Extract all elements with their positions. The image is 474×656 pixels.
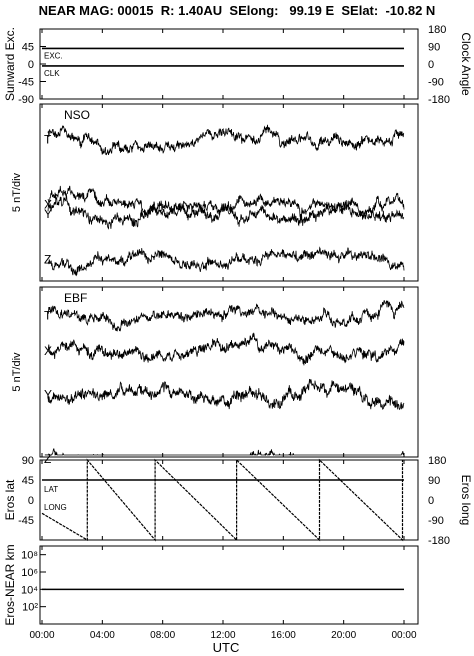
x-tick-label: 08:00 — [150, 630, 175, 641]
ebf-axis-label: 5 nT/div — [11, 352, 23, 392]
eros-lat-tick-label: -45 — [18, 515, 34, 527]
ebf-series-t — [47, 300, 405, 332]
eros-lat-tick-label: 45 — [22, 475, 34, 487]
eros-long-tick-label: -180 — [428, 535, 450, 547]
nso-series-z — [47, 246, 405, 277]
x-tick-label: 12:00 — [210, 630, 235, 641]
data-traces — [41, 47, 405, 591]
eros-long-tick-label: -90 — [428, 515, 444, 527]
ebf-series-label: Y — [44, 388, 52, 402]
sunward-series-label: CLK — [44, 69, 60, 78]
ebf-series-label: X — [44, 344, 52, 358]
eros-lat-tick-label: 0 — [28, 495, 34, 507]
sunward-series-label: EXC. — [44, 51, 63, 60]
nso-axis-label: 5 nT/div — [11, 172, 23, 212]
eros-long-tick-label: 90 — [428, 475, 440, 487]
x-tick-label: 00:00 — [391, 630, 416, 641]
distance-tick-label: 10⁸ — [21, 550, 38, 562]
ebf-series-x — [47, 332, 405, 366]
ebf-series-z — [48, 448, 405, 457]
nso-panel-label: NSO — [64, 108, 90, 122]
sunward-axis-label: Sunward Exc. — [3, 27, 17, 101]
eros-long-series-label: LONG — [44, 503, 67, 512]
clock-axis-label: Clock Angle — [459, 32, 473, 96]
plot-title: NEAR MAG: 00015 R: 1.40AU SElong: 99.19 … — [38, 3, 436, 18]
x-tick-label: 16:00 — [271, 630, 296, 641]
clock-tick-label: -90 — [428, 77, 444, 89]
distance-tick-label: 10² — [22, 602, 38, 614]
distance-axis-label: Eros-NEAR km — [3, 544, 17, 625]
eros-long-tick-label: 180 — [428, 455, 446, 467]
clock-tick-label: 180 — [428, 24, 446, 36]
panel-frame-ebf — [39, 286, 419, 458]
nso-series-label: X — [44, 197, 52, 211]
nso-series-label: Z — [44, 252, 51, 266]
eros-long-series — [41, 458, 404, 542]
figure-labels: 00:00 04:00 08:00 12:00 16:00 20:00 00:00 UTC 45… — [3, 24, 473, 655]
distance-tick-label: 10⁶ — [21, 567, 38, 579]
nso-series-label: T — [44, 132, 52, 146]
eros-lat-axis-label: Eros lat — [3, 479, 17, 520]
eros-lat-tick-label: 90 — [22, 455, 34, 467]
clock-tick-label: 90 — [428, 42, 440, 54]
x-tick-label: 04:00 — [90, 630, 115, 641]
x-tick-label: 00:00 — [29, 630, 54, 641]
distance-tick-label: 10⁴ — [21, 584, 38, 596]
panel-frame-eros — [39, 459, 419, 541]
ebf-series-label: Z — [44, 452, 51, 466]
sunward-tick-label: -90 — [18, 94, 34, 106]
ebf-series-label: T — [44, 308, 52, 322]
x-axis-label: UTC — [213, 640, 240, 655]
clock-tick-label: -180 — [428, 94, 450, 106]
eros-long-tick-label: 0 — [428, 495, 434, 507]
x-tick-label: 20:00 — [331, 630, 356, 641]
nso-series-y — [47, 195, 405, 230]
sunward-tick-label: 45 — [22, 42, 34, 54]
panel-frame-distance — [39, 545, 419, 625]
clock-tick-label: 0 — [428, 59, 434, 71]
nso-series-t — [47, 124, 405, 156]
panel-frame-nso — [39, 103, 419, 282]
nso-series-label: Y — [44, 207, 52, 221]
sunward-tick-label: -45 — [18, 77, 34, 89]
ebf-panel-label: EBF — [64, 291, 87, 305]
panel-frame-sunward — [39, 28, 419, 100]
eros-lat-series-label: LAT — [44, 485, 58, 494]
panel-frames — [39, 28, 419, 625]
sunward-tick-label: 0 — [28, 59, 34, 71]
eros-long-axis-label: Eros long — [459, 475, 473, 526]
ebf-series-y — [47, 378, 405, 411]
